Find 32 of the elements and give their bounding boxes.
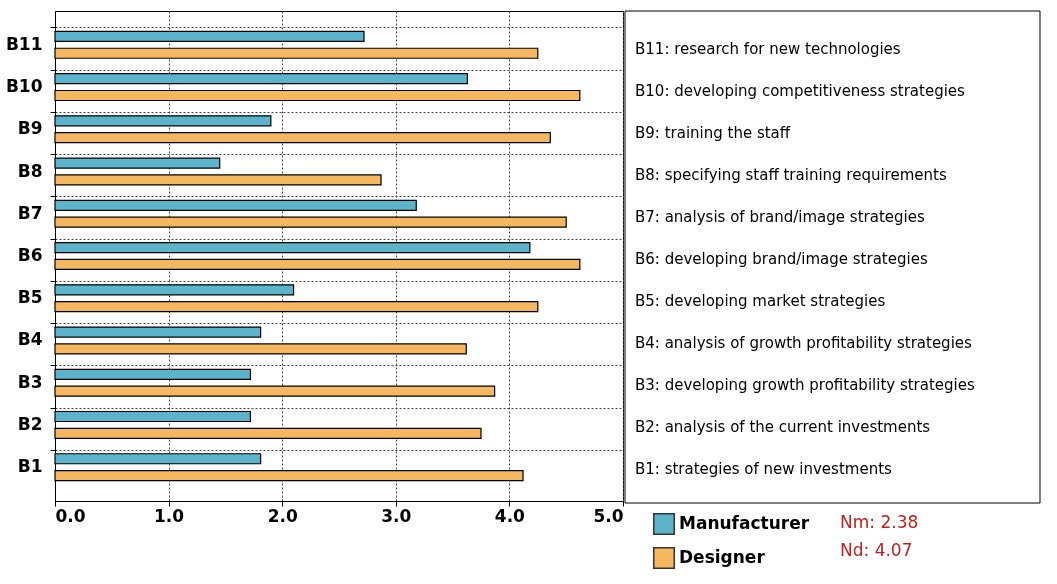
y-tick-label: B8 [17, 160, 43, 181]
text: Nd: 4.07 [840, 540, 913, 560]
text: B3: developing growth profitability strategies [635, 376, 975, 394]
y-tick-label: B5 [17, 287, 43, 308]
text: B5: developing market strategies [635, 292, 886, 310]
x-tick-label: 0.0 [55, 505, 86, 526]
text: B11: research for new technologies [635, 40, 901, 58]
y-tick-label: B1 [17, 456, 43, 477]
text: B9: training the staff [635, 124, 791, 142]
text: B10: developing competitiveness strategies [635, 82, 966, 100]
legend-label: Designer [679, 547, 766, 567]
y-tick-label: B9 [17, 118, 43, 139]
y-tick-label: B11 [5, 33, 43, 54]
legend-label: Manufacturer [679, 513, 810, 533]
y-tick-label: B3 [17, 371, 43, 392]
y-tick-label: B7 [17, 202, 43, 223]
text: B4: analysis of growth profitability strategies [635, 334, 973, 352]
text: B1: strategies of new investments [635, 460, 893, 478]
y-tick-label: B10 [5, 76, 43, 97]
x-tick-label: 2.0 [267, 505, 298, 526]
y-tick-label: B6 [17, 245, 43, 265]
x-tick-label: 3.0 [381, 505, 412, 526]
x-tick-label: 5.0 [593, 505, 624, 526]
text: B2: analysis of the current investments [635, 418, 931, 436]
x-tick-label: 4.0 [494, 505, 526, 526]
text: B6: developing brand/image strategies [635, 250, 928, 268]
y-tick-label: B4 [17, 329, 43, 350]
text: Nm: 2.38 [840, 512, 919, 532]
text: B7: analysis of brand/image strategies [635, 208, 925, 226]
text: B8: specifying staff training requirements [635, 166, 947, 184]
y-tick-label: B2 [17, 413, 43, 434]
x-tick-label: 1.0 [154, 505, 185, 526]
